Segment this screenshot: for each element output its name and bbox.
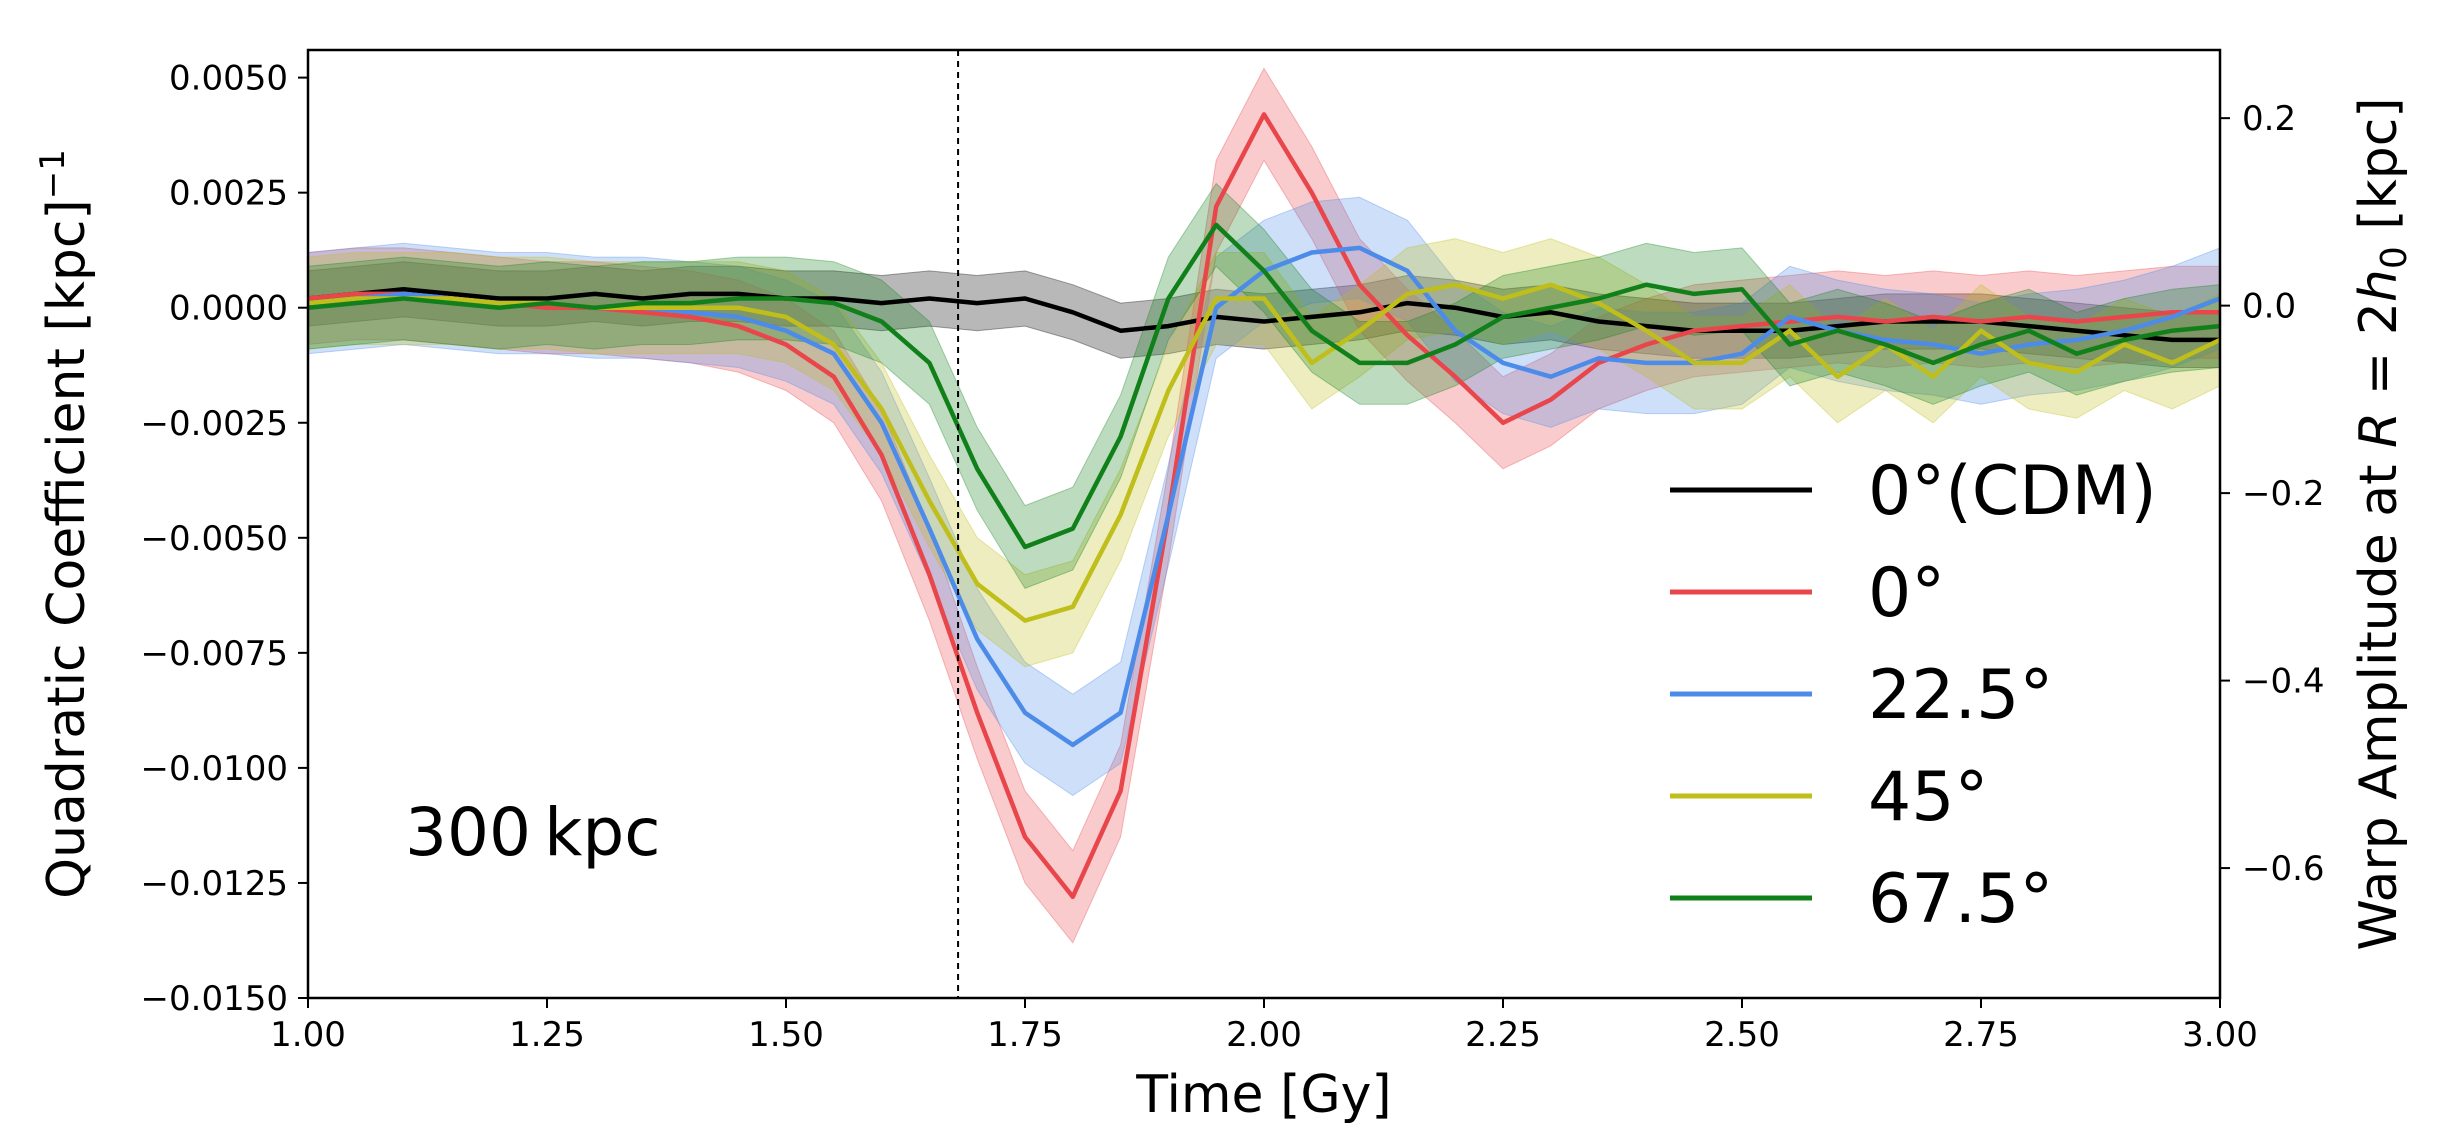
x-tick-label: 2.75 [1943,1015,2019,1055]
y-tick-label: 0.0000 [169,289,288,329]
y2-axis-label: Warp Amplitude at R = 2h0 [kpc] [2349,97,2415,950]
x-axis-ticks: 1.00 1.25 1.50 1.75 2.00 2.25 2.50 2.75 3.00 [270,998,2258,1055]
y-tick-label: −0.0150 [141,979,288,1019]
line-67-5 [307,222,2221,550]
x-tick-label: 1.75 [987,1015,1063,1055]
y-tick-label: −0.0050 [141,519,288,559]
y-tick-label: −0.0125 [141,864,288,904]
series-lines [307,112,2221,900]
y2-axis-label-var: R [2349,412,2409,448]
y-tick-label: 0.0025 [169,174,288,214]
y2-tick-label: 0.0 [2242,287,2296,327]
y-axis-label-exponent: −1 [33,149,73,199]
line-0 [307,112,2220,900]
y2-tick-label: −0.6 [2242,849,2325,889]
y2-tick-label: 0.2 [2242,99,2296,139]
x-tick-label: 1.25 [509,1015,585,1055]
legend: 0°(CDM) 0° 22.5° 45° 67.5° [1670,452,2157,939]
x-tick-label: 1.50 [748,1015,824,1055]
y2-axis-label-suffix: [kpc] [2349,97,2409,246]
legend-label: 22.5° [1868,656,2053,735]
x-tick-label: 1.00 [270,1015,346,1055]
x-tick-label: 2.00 [1226,1015,1302,1055]
plot-area [307,50,2221,998]
y-tick-label: −0.0025 [141,404,288,444]
y2-axis-ticks: 0.2 0.0 −0.2 −0.4 −0.6 [2220,99,2325,889]
y2-axis-label-prefix: Warp Amplitude at [2349,448,2409,951]
x-tick-label: 2.25 [1465,1015,1541,1055]
y2-axis-label-mid: = 2 [2349,302,2409,412]
x-tick-label: 2.50 [1704,1015,1780,1055]
y-axis-label-text: Quadratic Coefficient [kpc] [37,199,97,899]
legend-label: 45° [1868,758,1989,837]
y-tick-label: 0.0050 [169,59,288,99]
x-axis-label: Time [Gy] [1135,1065,1391,1125]
y2-axis-label-var2: h [2349,269,2409,302]
y2-tick-label: −0.4 [2242,662,2325,702]
y-axis-label: Quadratic Coefficient [kpc]−1 [33,149,97,899]
distance-annotation: 300 kpc [405,794,661,871]
y2-axis-label-sub: 0 [2374,246,2415,269]
legend-label: 0° [1868,554,1945,633]
x-tick-label: 3.00 [2182,1015,2258,1055]
y-axis-ticks: 0.0050 0.0025 0.0000 −0.0025 −0.0050 −0.0075 −… [141,59,308,1019]
legend-label: 0°(CDM) [1868,452,2157,531]
line-45 [307,282,2221,623]
y-tick-label: −0.0100 [141,749,288,789]
y-tick-label: −0.0075 [141,634,288,674]
legend-label: 67.5° [1868,860,2053,939]
y2-tick-label: −0.2 [2242,474,2325,514]
